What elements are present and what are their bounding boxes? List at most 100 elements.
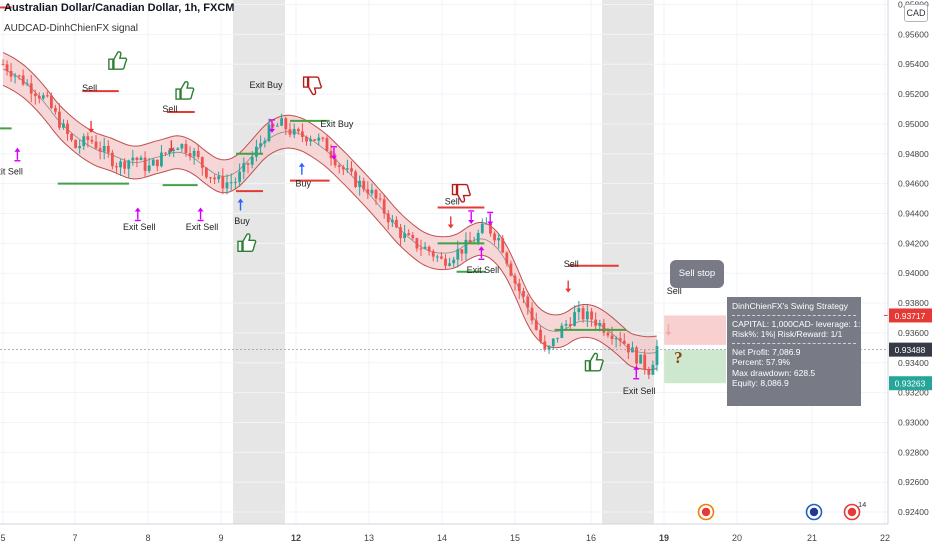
candle-body bbox=[250, 156, 254, 165]
candle-body bbox=[643, 354, 647, 370]
candle-body bbox=[655, 346, 659, 365]
candle-body bbox=[78, 146, 82, 149]
candle-body bbox=[435, 256, 439, 258]
candle-body bbox=[403, 233, 407, 239]
candle-body bbox=[131, 157, 135, 161]
session-shades bbox=[233, 0, 654, 524]
thumb-down-icon bbox=[451, 183, 471, 203]
candle-body bbox=[1, 64, 5, 66]
question-mark: ? bbox=[674, 348, 683, 367]
band-upper bbox=[2, 52, 657, 338]
sell-arrowhead bbox=[447, 224, 454, 229]
candle-body bbox=[102, 145, 106, 152]
candle-body bbox=[468, 239, 472, 244]
thumb-shape bbox=[175, 80, 195, 100]
x-tick-label: 7 bbox=[72, 533, 77, 543]
candle-body bbox=[209, 177, 212, 179]
y-tick-label: 0.94800 bbox=[898, 149, 929, 159]
price-badge-bottom bbox=[889, 376, 932, 391]
canada-flag-icon[interactable] bbox=[697, 503, 715, 521]
candle-body bbox=[94, 141, 98, 149]
candle-body bbox=[522, 291, 525, 297]
y-tick-label: 0.94600 bbox=[898, 179, 929, 189]
candle-body bbox=[90, 139, 94, 142]
candle-body bbox=[556, 337, 559, 339]
candle-body bbox=[530, 307, 534, 321]
event-flag bbox=[809, 507, 819, 517]
event-icons[interactable]: 14 bbox=[697, 500, 867, 521]
candle-body bbox=[25, 83, 29, 85]
australia-flag-icon[interactable] bbox=[805, 503, 823, 521]
candle-body bbox=[242, 163, 246, 172]
y-tick-label: 0.93200 bbox=[898, 388, 929, 398]
candle-body bbox=[390, 219, 394, 223]
thumb-up-icon bbox=[108, 51, 128, 70]
candle-body bbox=[411, 235, 415, 239]
candle-body bbox=[419, 248, 423, 250]
candle-body bbox=[62, 123, 65, 128]
candle-body bbox=[626, 343, 630, 353]
y-tick-label: 0.93800 bbox=[898, 298, 929, 308]
candle-body bbox=[168, 150, 172, 154]
thumb-shape bbox=[584, 352, 604, 372]
candle-body bbox=[127, 160, 131, 169]
signal-label: Exit Sell bbox=[467, 265, 500, 275]
candle-body bbox=[534, 320, 538, 330]
candle-body bbox=[54, 107, 57, 112]
price-badge-top bbox=[889, 308, 932, 323]
candle-body bbox=[573, 312, 576, 326]
x-tick-label: 13 bbox=[364, 533, 374, 543]
candle-body bbox=[489, 223, 492, 234]
stop-zone bbox=[664, 315, 726, 345]
candle-body bbox=[180, 144, 184, 149]
candle-body bbox=[98, 148, 102, 152]
candle-body bbox=[192, 150, 196, 157]
candle-body bbox=[464, 239, 468, 254]
currency-badge[interactable]: CAD bbox=[904, 4, 928, 22]
canada-event-icon[interactable] bbox=[843, 503, 861, 521]
stats-percent: Percent: 57.9% bbox=[732, 357, 791, 367]
signal-label: Sell bbox=[564, 259, 579, 269]
candle-body bbox=[547, 346, 551, 350]
candle-body bbox=[476, 232, 480, 243]
exit-arrowhead bbox=[468, 219, 475, 224]
candle-body bbox=[176, 148, 180, 150]
candle-body bbox=[225, 182, 229, 189]
candle-body bbox=[564, 324, 568, 326]
candle-body bbox=[115, 166, 118, 168]
candle-body bbox=[37, 96, 41, 99]
y-tick-label: 0.95600 bbox=[898, 29, 929, 39]
candle-body bbox=[585, 311, 589, 320]
x-tick-label: 21 bbox=[807, 533, 817, 543]
signal-label: Sell bbox=[667, 286, 682, 296]
thumb-down-icon bbox=[302, 76, 322, 96]
y-tick-label: 0.94400 bbox=[898, 208, 929, 218]
candle-body bbox=[147, 165, 151, 171]
candle-body bbox=[362, 180, 366, 190]
candles bbox=[1, 59, 659, 380]
candle-body bbox=[86, 136, 90, 140]
candle-body bbox=[292, 128, 296, 135]
y-tick-label: 0.95400 bbox=[898, 59, 929, 69]
y-tick-label: 0.92800 bbox=[898, 447, 929, 457]
candle-body bbox=[321, 137, 325, 139]
x-tick-label: 15 bbox=[510, 533, 520, 543]
strategy-stats-panel: DinhChienFX's Swing Strategy CAPITAL: 1,… bbox=[727, 297, 875, 406]
candle-body bbox=[276, 125, 279, 127]
stats-equity: Equity: 8,086.9 bbox=[732, 378, 789, 388]
candle-body bbox=[205, 167, 208, 178]
candle-body bbox=[196, 150, 200, 158]
candle-body bbox=[513, 275, 517, 284]
candle-body bbox=[399, 227, 402, 239]
y-tick-label: 0.94000 bbox=[898, 268, 929, 278]
candle-body bbox=[184, 144, 188, 154]
candle-body bbox=[497, 238, 501, 241]
candle-body bbox=[13, 75, 17, 77]
indicator-label[interactable]: AUDCAD-DinhChienFX signal bbox=[4, 23, 138, 34]
thumb-up-icon bbox=[175, 80, 195, 100]
candle-body bbox=[5, 64, 9, 71]
thumb-up-icon bbox=[237, 233, 257, 253]
candle-body bbox=[452, 259, 456, 264]
candle-body bbox=[305, 136, 308, 142]
